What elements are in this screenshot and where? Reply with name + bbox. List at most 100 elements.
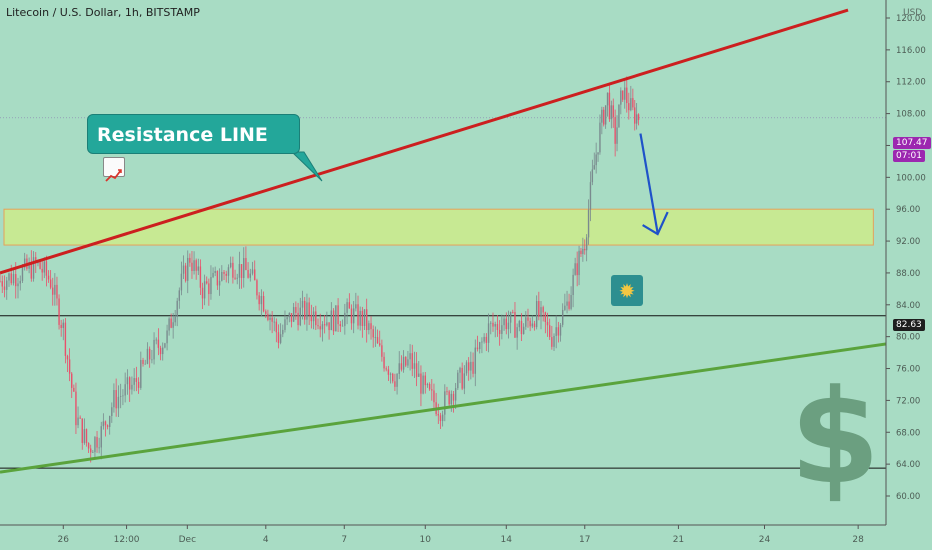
candle-body xyxy=(71,373,73,388)
candle-body xyxy=(546,321,549,326)
candle-body xyxy=(344,312,346,326)
candle-body xyxy=(43,261,45,273)
candle-body xyxy=(83,429,86,443)
currency-label: USD xyxy=(903,8,923,18)
candle-body xyxy=(381,345,383,357)
candle-body xyxy=(277,332,280,343)
candle-body xyxy=(301,300,304,308)
bar-countdown-label: 07:01 xyxy=(893,150,925,162)
candle-body xyxy=(176,300,178,317)
candle-body xyxy=(66,355,69,360)
candle-body xyxy=(616,127,618,144)
x-tick-label: 28 xyxy=(852,535,864,545)
candle-body xyxy=(30,261,33,279)
candle-body xyxy=(56,284,58,299)
candle-body xyxy=(383,356,385,369)
candle-body xyxy=(437,414,439,416)
candle-body xyxy=(111,407,113,417)
candle-body xyxy=(559,324,562,336)
candle-body xyxy=(494,324,496,327)
candle-body xyxy=(452,393,455,401)
candle-body xyxy=(361,310,364,326)
candle-body xyxy=(182,265,185,274)
candle-body xyxy=(394,381,396,387)
candle-body xyxy=(262,296,265,312)
candle-body xyxy=(402,356,405,370)
candle-body xyxy=(355,304,357,309)
candle-body xyxy=(407,359,409,366)
candle-body xyxy=(315,311,317,326)
candle-body xyxy=(512,312,514,313)
candle-body xyxy=(128,377,131,390)
candle-body xyxy=(527,317,529,321)
candle-body xyxy=(379,343,381,346)
candle-body xyxy=(492,322,494,327)
candle-body xyxy=(470,361,472,371)
candle-body xyxy=(12,274,15,284)
candle-body xyxy=(490,322,492,324)
candle-body xyxy=(295,307,297,313)
candle-body xyxy=(282,329,284,335)
x-tick-label: 24 xyxy=(759,535,771,545)
candle-body xyxy=(23,258,26,268)
candle-body xyxy=(87,443,90,449)
candle-body xyxy=(485,336,488,343)
candle-body xyxy=(612,105,614,118)
candle-body xyxy=(273,321,275,323)
candle-body xyxy=(637,114,640,121)
candle-body xyxy=(203,281,206,299)
candle-body xyxy=(555,327,557,336)
candle-body xyxy=(370,323,372,330)
candle-body xyxy=(64,322,67,356)
candle-body xyxy=(184,265,187,281)
candle-body xyxy=(576,263,578,276)
candle-body xyxy=(387,369,390,375)
candle-body xyxy=(479,342,481,350)
resistance-callout[interactable]: Resistance LINE xyxy=(87,114,300,182)
candle-body xyxy=(496,324,499,331)
candle-body xyxy=(476,347,479,350)
candle-body xyxy=(155,339,157,341)
candle-body xyxy=(75,391,77,426)
candle-body xyxy=(433,390,435,403)
candle-body xyxy=(146,348,149,364)
candle-body xyxy=(94,437,96,453)
candle-body xyxy=(542,307,544,313)
candle-body xyxy=(465,362,468,374)
candle-body xyxy=(60,324,62,328)
candle-body xyxy=(620,90,622,105)
candle-body xyxy=(81,418,83,443)
forecast-arrow-head xyxy=(642,211,669,236)
candle-body xyxy=(450,393,453,405)
candle-body xyxy=(317,325,319,327)
candle-body xyxy=(113,390,115,408)
candle-body xyxy=(3,286,6,290)
y-tick-label: 72.00 xyxy=(896,396,920,406)
candle-body xyxy=(346,302,348,313)
candle-body xyxy=(234,277,236,279)
price-axis-panel xyxy=(886,0,932,550)
candle-body xyxy=(522,326,525,335)
candle-body xyxy=(124,384,126,396)
candle-body xyxy=(551,337,553,347)
candle-body xyxy=(96,437,98,448)
candle-body xyxy=(608,92,611,120)
candle-body xyxy=(54,284,56,295)
candle-body xyxy=(418,373,420,377)
candle-body xyxy=(208,283,210,295)
candle-body xyxy=(245,258,247,271)
y-tick-label: 84.00 xyxy=(896,301,920,311)
candle-body xyxy=(589,182,592,210)
candle-body xyxy=(385,368,387,370)
candle-body xyxy=(635,114,638,124)
candle-body xyxy=(632,98,634,108)
candle-body xyxy=(117,396,120,409)
candle-body xyxy=(463,373,466,389)
candle-body xyxy=(77,417,79,426)
candle-body xyxy=(210,277,212,295)
candle-body xyxy=(197,266,199,271)
symbol-title[interactable]: Litecoin / U.S. Dollar, 1h, BITSTAMP xyxy=(6,6,200,19)
candle-body xyxy=(247,270,249,278)
candle-body xyxy=(133,378,135,385)
